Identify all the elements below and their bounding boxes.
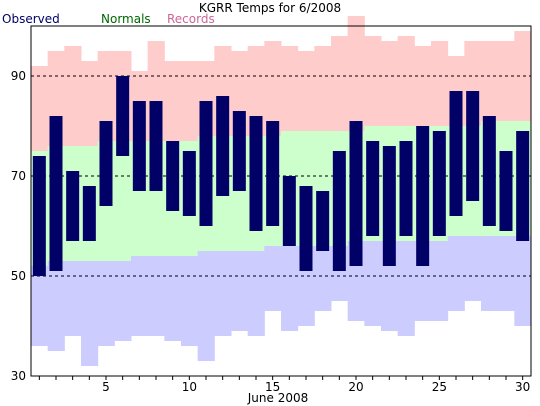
observed-bar [399,141,413,236]
observed-bar [266,121,280,226]
record-low-band [281,246,299,331]
observed-bar [432,131,446,236]
record-high-band [331,36,349,131]
observed-bar [66,171,80,241]
x-tick-label: 10 [182,380,197,394]
record-low-band [114,261,132,341]
record-high-band [314,46,332,131]
observed-bar [132,101,146,191]
record-low-band [147,256,165,336]
record-low-band [431,241,449,321]
record-high-band [97,51,115,141]
observed-bar [232,111,246,191]
plot-area: 30 50 70 90 5 10 15 20 25 30 [11,16,532,394]
record-low-band [264,246,282,311]
record-low-band [131,256,149,336]
record-low-band [214,251,232,336]
record-high-band [381,41,399,126]
observed-bar [149,101,163,191]
observed-bar [166,141,180,211]
x-tick-label: 30 [515,380,530,394]
chart-title: KGRR Temps for 6/2008 [199,1,341,15]
record-high-band [64,46,82,146]
record-low-band [247,251,265,336]
y-tick-label: 50 [11,269,26,283]
observed-bar [382,146,396,266]
record-high-band [364,36,382,126]
record-low-band [397,241,415,336]
record-low-band [64,261,82,336]
observed-bar [449,91,463,216]
observed-bar [349,121,363,266]
record-low-band [181,256,199,346]
observed-bar [499,151,513,231]
record-high-band [181,61,199,141]
record-low-band [481,236,499,311]
x-tick-label: 20 [348,380,363,394]
y-tick-label: 70 [11,169,26,183]
record-low-band [164,256,182,341]
record-low-band [447,236,465,311]
observed-bar [282,176,296,246]
record-low-band [81,261,99,366]
record-high-band [347,16,365,131]
record-high-band [497,41,515,121]
observed-bar [366,141,380,236]
record-high-band [431,41,449,126]
x-tick-label: 5 [102,380,110,394]
record-low-band [514,236,532,326]
observed-bar [416,126,430,266]
observed-bar [116,76,130,156]
record-low-band [97,261,115,346]
legend-records: Records [167,12,215,26]
record-low-band [231,251,249,331]
observed-bar [482,116,496,226]
record-high-band [81,61,99,146]
observed-bar [49,116,63,271]
observed-bar [199,101,213,226]
record-high-band [31,66,49,151]
observed-bar [299,186,313,271]
record-low-band [364,241,382,326]
normals-band [114,141,132,261]
record-low-band [314,246,332,311]
y-tick-label: 30 [11,369,26,383]
record-low-band [31,266,49,346]
x-axis-label: June 2008 [247,391,309,405]
y-tick-label: 90 [11,69,26,83]
record-high-band [164,61,182,141]
record-low-band [197,251,215,361]
observed-bar [466,91,480,201]
observed-bar [216,96,230,196]
x-tick-label: 25 [432,380,447,394]
record-low-band [47,261,65,351]
record-low-band [497,236,515,311]
observed-bar [516,131,530,241]
record-high-band [481,41,499,121]
observed-bar [82,186,96,241]
plot-frame [30,25,532,377]
observed-bar [316,191,330,251]
observed-bar [32,156,46,276]
observed-bar [182,151,196,216]
observed-bar [332,151,346,271]
x-tick-label: 15 [265,380,280,394]
record-high-band [247,46,265,136]
record-high-band [264,41,282,136]
legend-normals: Normals [101,12,151,26]
record-high-band [414,46,432,126]
record-high-band [297,51,315,131]
observed-bar [99,121,113,206]
record-high-band [397,36,415,126]
record-high-band [514,31,532,121]
legend-observed: Observed [2,12,60,26]
observed-bar [249,116,263,231]
record-low-band [464,236,482,301]
record-high-band [281,46,299,131]
